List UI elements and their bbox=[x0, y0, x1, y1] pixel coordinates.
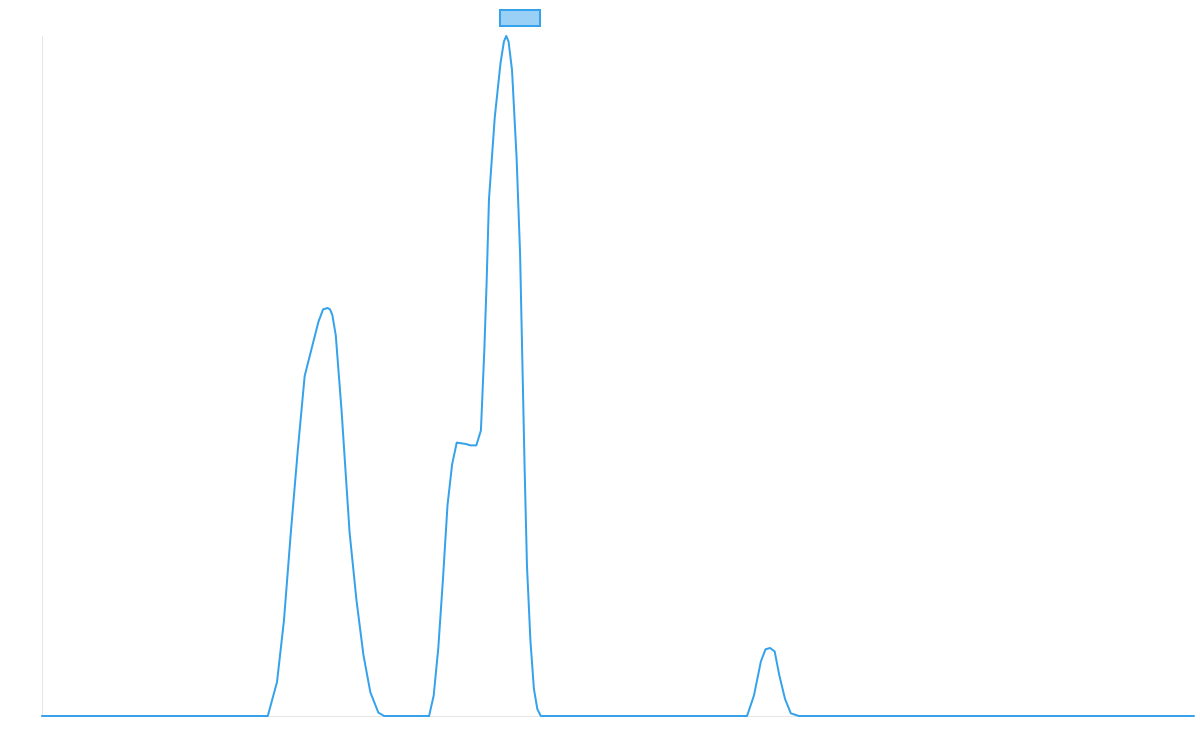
legend-swatch[interactable] bbox=[499, 9, 541, 27]
series-line-0[interactable] bbox=[41, 35, 1195, 717]
series-layer bbox=[41, 35, 1195, 717]
